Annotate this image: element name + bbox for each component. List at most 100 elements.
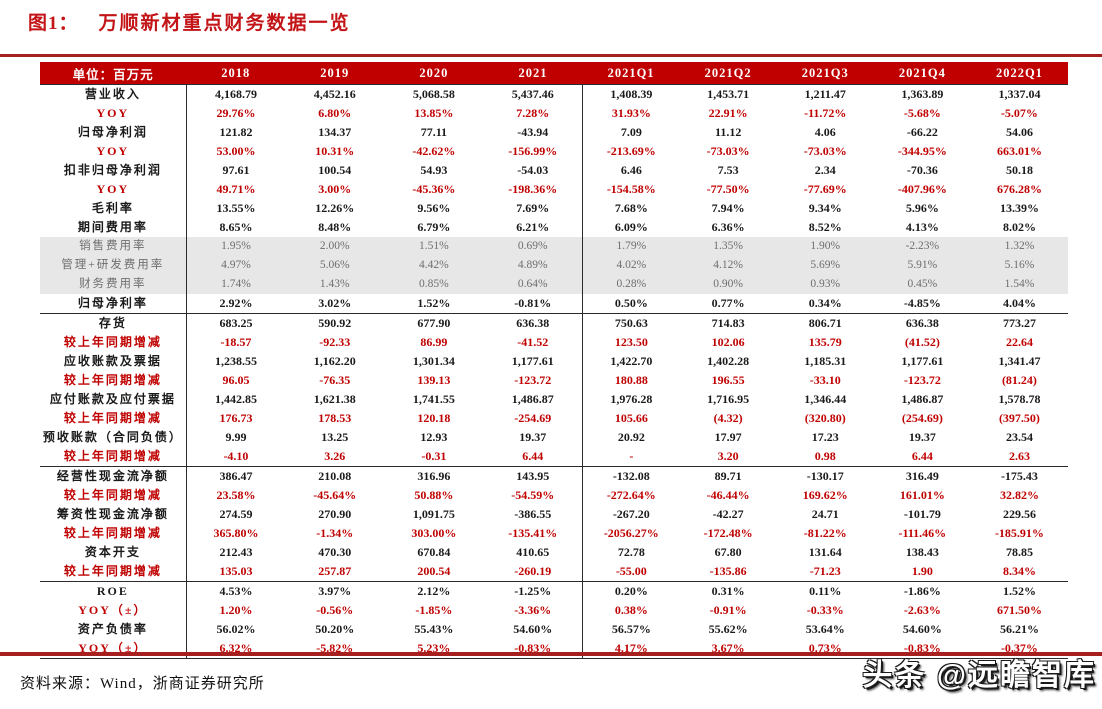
cell: 773.27 [1002, 316, 1036, 330]
cell: -1.34% [316, 526, 354, 540]
row-label: 较上年同期增减 [40, 486, 187, 505]
cell: 257.87 [285, 562, 385, 582]
cell: 56.21% [999, 622, 1039, 636]
cell: 1.79% [582, 237, 680, 256]
cell: 49.71% [216, 182, 256, 196]
cell: -123.72 [483, 371, 584, 390]
cell: -407.96% [897, 182, 947, 196]
cell: -55.00 [582, 562, 680, 582]
cell: 1.43% [285, 275, 385, 294]
cell: 1.51% [384, 237, 484, 256]
table-row: 筹资性现金流净额 274.59 270.90 1,091.75 -386.55 -267.… [40, 505, 1068, 524]
cell: 210.08 [318, 469, 352, 483]
cell: -42.62% [412, 144, 456, 158]
cell: -123.72 [903, 373, 941, 387]
cell: 750.63 [614, 316, 648, 330]
table-row: 较上年同期增减 23.58% -45.64% 50.88% -54.59% -272.64… [40, 486, 1068, 505]
cell: 5.06% [285, 256, 385, 275]
table-row: ROE 4.53% 3.97% 2.12% -1.25% 0.20% 0.31% 0.11% -… [40, 581, 1068, 601]
cell: 50.18 [1005, 163, 1033, 177]
column-header: 2021 [483, 62, 583, 85]
cell: 2.92% [186, 294, 286, 314]
table-header-row: 单位：百万元 2018 2019 2020 2021 2021Q1 2021Q2 2021Q… [40, 62, 1068, 85]
cell: -5.07% [1000, 106, 1038, 120]
table-row: 较上年同期增减 96.05 -76.35 139.13 -123.72 180.88 196… [40, 371, 1068, 390]
cell: 4.06 [814, 125, 836, 139]
cell: -132.08 [612, 469, 650, 483]
cell: 131.64 [808, 545, 842, 559]
cell: 7.53 [717, 163, 739, 177]
cell: 161.01% [899, 488, 945, 502]
cell: 19.37 [908, 430, 936, 444]
cell: 386.47 [219, 469, 253, 483]
column-header: 2021Q2 [679, 62, 777, 85]
cell: 2.00% [285, 237, 385, 256]
cell: 1,422.70 [610, 354, 653, 368]
cell: 1,091.75 [412, 507, 455, 521]
cell: -1.25% [483, 581, 584, 601]
cell: 4.12% [679, 256, 777, 275]
cell: 5,437.46 [483, 84, 584, 104]
cell: 3.02% [285, 294, 385, 314]
cell: (397.50) [998, 411, 1040, 425]
row-label: 期间费用率 [40, 218, 187, 237]
cell: 56.02% [216, 622, 256, 636]
column-header: 2022Q1 [970, 62, 1068, 85]
cell: 1,341.47 [998, 354, 1041, 368]
cell: 671.50% [996, 603, 1042, 617]
cell: 200.54 [384, 562, 484, 582]
cell: -101.79 [903, 507, 941, 521]
cell: 1,185.31 [804, 354, 847, 368]
table-row: YOY 29.76% 6.80% 13.85% 7.28% 31.93% 22.91% -11… [40, 104, 1068, 123]
cell: 1.52% [384, 294, 484, 314]
cell: 17.97 [714, 430, 742, 444]
row-label: 财务费用率 [40, 275, 187, 294]
row-label: 销售费用率 [40, 237, 187, 256]
cell: -344.95% [897, 144, 947, 158]
cell: 102.06 [711, 335, 745, 349]
cell: -130.17 [806, 469, 844, 483]
cell: 1.90% [776, 237, 874, 256]
cell: 97.61 [222, 163, 250, 177]
cell: 134.37 [318, 125, 352, 139]
cell: 50.88% [414, 488, 454, 502]
cell: 590.92 [318, 316, 352, 330]
cell: -70.36 [906, 163, 938, 177]
cell: 120.18 [417, 411, 451, 425]
figure-title: 图1： 万顺新材重点财务数据一览 [28, 8, 351, 35]
cell: 365.80% [213, 526, 259, 540]
cell: 11.12 [714, 125, 742, 139]
cell: 4.42% [384, 256, 484, 275]
cell: -2.63% [903, 603, 941, 617]
cell: -66.22 [906, 125, 938, 139]
cell: -43.94 [483, 123, 584, 142]
cell: 17.23 [811, 430, 839, 444]
cell: 19.37 [483, 428, 584, 447]
cell: - [582, 447, 680, 467]
table-row: 扣非归母净利润 97.61 100.54 54.93 -54.03 6.46 7.53 2.3… [40, 161, 1068, 180]
cell: 176.73 [219, 411, 253, 425]
cell: 8.48% [318, 220, 352, 234]
cell: 7.09 [620, 125, 642, 139]
cell: 6.79% [417, 220, 451, 234]
cell: 8.34% [970, 562, 1068, 582]
cell: 12.26% [315, 201, 355, 215]
column-header: 2021Q1 [582, 62, 680, 85]
cell: 1,741.55 [412, 392, 455, 406]
cell: 316.49 [905, 469, 939, 483]
row-label: YOY [40, 142, 187, 161]
cell: 0.34% [776, 294, 874, 314]
cell: 138.43 [905, 545, 939, 559]
row-label: YOY [40, 104, 187, 123]
cell: 3.26 [285, 447, 385, 467]
figure-title-text: 万顺新材重点财务数据一览 [98, 13, 351, 34]
cell: -81.22% [803, 526, 847, 540]
row-label: 归母净利率 [40, 294, 187, 314]
cell: 1.54% [970, 275, 1068, 294]
cell: -172.48% [703, 526, 753, 540]
cell: 0.93% [776, 275, 874, 294]
cell: 1,442.85 [214, 392, 257, 406]
row-label: 营业收入 [40, 84, 187, 104]
unit-label: 单位：百万元 [40, 62, 187, 85]
